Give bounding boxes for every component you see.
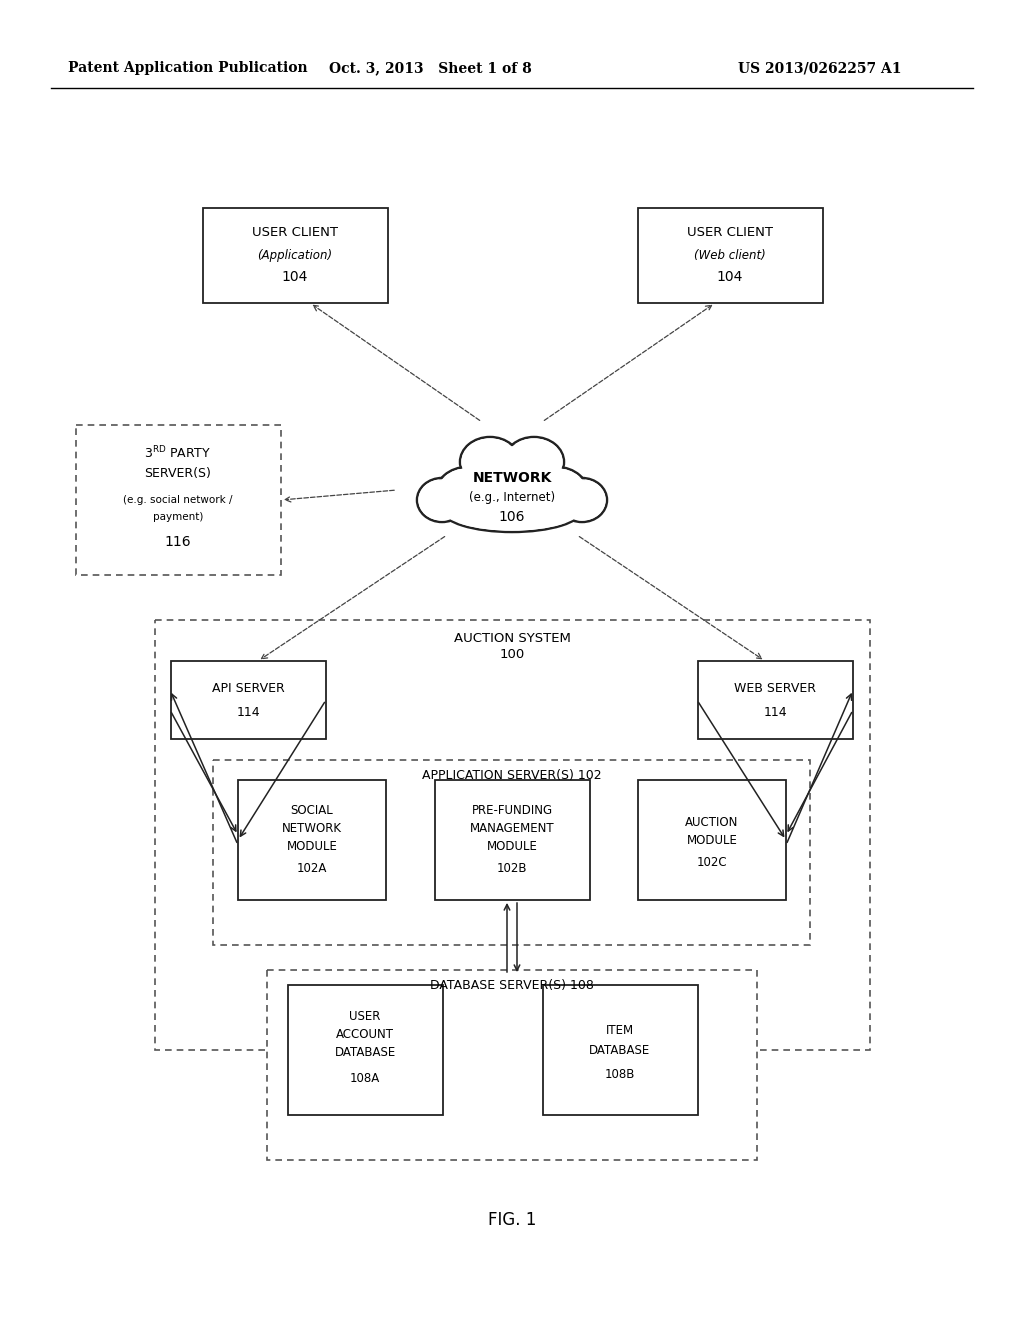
Ellipse shape: [442, 488, 582, 532]
Text: Oct. 3, 2013   Sheet 1 of 8: Oct. 3, 2013 Sheet 1 of 8: [329, 61, 531, 75]
Text: DATABASE SERVER(S) 108: DATABASE SERVER(S) 108: [430, 979, 594, 993]
Text: 114: 114: [237, 705, 260, 718]
Text: API SERVER: API SERVER: [212, 681, 285, 694]
Bar: [434, 780, 590, 900]
Text: 100: 100: [500, 648, 525, 661]
Text: NETWORK: NETWORK: [282, 821, 342, 834]
Text: SERVER(S): SERVER(S): [144, 466, 211, 479]
Ellipse shape: [557, 478, 607, 521]
Text: USER CLIENT: USER CLIENT: [687, 227, 773, 239]
Text: (e.g. social network /: (e.g. social network /: [123, 495, 232, 506]
Text: FIG. 1: FIG. 1: [487, 1210, 537, 1229]
Text: payment): payment): [153, 512, 203, 521]
Text: 102C: 102C: [696, 855, 727, 869]
Text: MODULE: MODULE: [287, 840, 338, 853]
Ellipse shape: [527, 469, 587, 521]
Text: MANAGEMENT: MANAGEMENT: [470, 821, 554, 834]
Ellipse shape: [417, 478, 467, 521]
Bar: [638, 207, 822, 302]
Bar: [203, 207, 387, 302]
Ellipse shape: [419, 480, 465, 520]
Text: APPLICATION SERVER(S) 102: APPLICATION SERVER(S) 102: [422, 770, 601, 783]
Text: 104: 104: [282, 271, 308, 284]
Text: AUCTION SYSTEM: AUCTION SYSTEM: [454, 631, 571, 644]
Ellipse shape: [525, 467, 589, 523]
Ellipse shape: [444, 490, 580, 531]
Ellipse shape: [435, 467, 499, 523]
Ellipse shape: [506, 440, 562, 484]
Text: 102A: 102A: [297, 862, 328, 874]
Text: MODULE: MODULE: [486, 840, 538, 853]
Text: ITEM: ITEM: [606, 1023, 634, 1036]
Text: 102B: 102B: [497, 862, 527, 874]
Bar: [155, 620, 870, 1049]
Text: (Application): (Application): [257, 248, 333, 261]
Bar: [213, 760, 810, 945]
Text: USER: USER: [349, 1011, 381, 1023]
Text: MODULE: MODULE: [686, 833, 737, 846]
Bar: [171, 661, 326, 739]
Text: WEB SERVER: WEB SERVER: [734, 681, 816, 694]
Text: USER CLIENT: USER CLIENT: [252, 227, 338, 239]
Text: (Web client): (Web client): [694, 248, 766, 261]
Bar: [697, 661, 853, 739]
Ellipse shape: [504, 437, 564, 487]
Text: NETWORK: NETWORK: [472, 471, 552, 484]
Ellipse shape: [559, 480, 605, 520]
Text: 108A: 108A: [350, 1072, 380, 1085]
Bar: [543, 985, 697, 1115]
Ellipse shape: [462, 440, 518, 484]
Text: ACCOUNT: ACCOUNT: [336, 1028, 394, 1041]
Bar: [267, 970, 757, 1160]
Bar: [238, 780, 386, 900]
Text: (e.g., Internet): (e.g., Internet): [469, 491, 555, 503]
Text: DATABASE: DATABASE: [590, 1044, 650, 1056]
Text: SOCIAL: SOCIAL: [291, 804, 334, 817]
Bar: [288, 985, 442, 1115]
Text: DATABASE: DATABASE: [335, 1047, 395, 1060]
Text: 114: 114: [763, 705, 786, 718]
Text: Patent Application Publication: Patent Application Publication: [68, 61, 307, 75]
Text: PRE-FUNDING: PRE-FUNDING: [471, 804, 553, 817]
Text: 116: 116: [165, 535, 191, 549]
Bar: [638, 780, 786, 900]
Text: 108B: 108B: [605, 1068, 635, 1081]
Ellipse shape: [460, 437, 520, 487]
Text: 106: 106: [499, 510, 525, 524]
Text: AUCTION: AUCTION: [685, 816, 738, 829]
Bar: [76, 425, 281, 576]
Ellipse shape: [474, 447, 550, 513]
Text: 3$^{\mathregular{RD}}$ PARTY: 3$^{\mathregular{RD}}$ PARTY: [144, 445, 212, 461]
Text: 104: 104: [717, 271, 743, 284]
Ellipse shape: [472, 445, 552, 515]
Ellipse shape: [437, 469, 497, 521]
Text: US 2013/0262257 A1: US 2013/0262257 A1: [738, 61, 902, 75]
